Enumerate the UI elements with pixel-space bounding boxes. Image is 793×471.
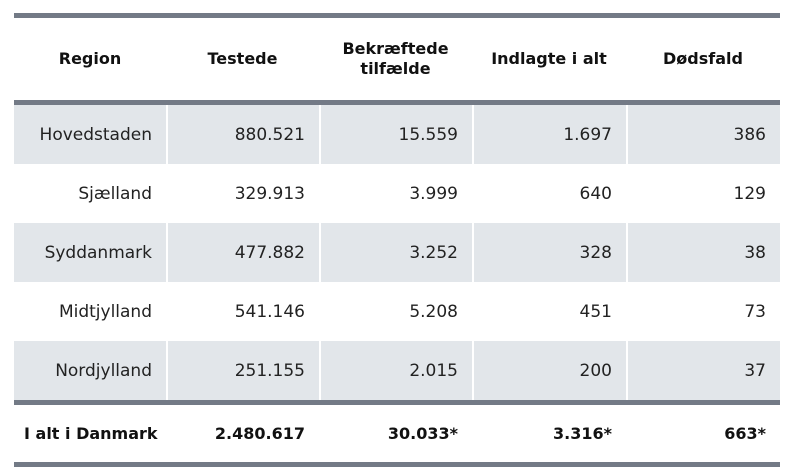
cell-tested: 329.913 <box>234 183 305 204</box>
cell-hospitalized: 200 <box>472 341 626 400</box>
cell-deaths: 386 <box>626 105 780 164</box>
header-confirmed-line2: tilfælde <box>360 59 431 78</box>
cell-confirmed: 5.208 <box>409 301 458 322</box>
cell-deaths: 73 <box>744 301 766 322</box>
cell-region: Midtjylland <box>58 301 152 322</box>
cell-confirmed: 2.015 <box>319 341 472 400</box>
total-deaths: 663* <box>724 424 766 443</box>
bottom-rule <box>14 462 780 467</box>
table-row: Nordjylland 251.155 2.015 200 37 <box>14 341 780 400</box>
cell-hospitalized: 328 <box>472 223 626 282</box>
table-row: Hovedstaden 880.521 15.559 1.697 386 <box>14 105 780 164</box>
cell-deaths: 129 <box>733 183 766 204</box>
header-deaths: Dødsfald <box>663 49 743 68</box>
total-row: I alt i Danmark 2.480.617 30.033* 3.316*… <box>14 405 780 462</box>
cell-hospitalized: 640 <box>579 183 612 204</box>
header-confirmed-line1: Bekræftede <box>342 39 449 58</box>
top-rule <box>14 13 780 18</box>
cell-tested: 477.882 <box>166 223 319 282</box>
header-rule <box>14 100 780 105</box>
header-confirmed-text: Bekræftede tilfælde <box>342 39 448 79</box>
table-row: Sjælland 329.913 3.999 640 129 <box>14 164 780 223</box>
cell-region: Syddanmark <box>44 242 152 263</box>
header-confirmed: Bekræftede tilfælde <box>319 18 472 100</box>
total-hospitalized: 3.316* <box>553 424 612 443</box>
cell-tested: 251.155 <box>166 341 319 400</box>
table-row: Midtjylland 541.146 5.208 451 73 <box>14 282 780 341</box>
cell-hospitalized: 1.697 <box>472 105 626 164</box>
cell-deaths: 38 <box>626 223 780 282</box>
cell-tested: 541.146 <box>234 301 305 322</box>
covid-region-table: Region Testede Bekræftede tilfælde Indla… <box>14 13 780 467</box>
header-tested: Testede <box>207 49 278 68</box>
total-tested: 2.480.617 <box>214 424 305 443</box>
cell-tested: 880.521 <box>166 105 319 164</box>
table-row: Syddanmark 477.882 3.252 328 38 <box>14 223 780 282</box>
cell-confirmed: 3.252 <box>319 223 472 282</box>
total-region: I alt i Danmark <box>24 424 158 443</box>
table-header: Region Testede Bekræftede tilfælde Indla… <box>14 18 780 100</box>
cell-deaths: 37 <box>626 341 780 400</box>
cell-region: Nordjylland <box>55 360 152 381</box>
header-hospitalized: Indlagte i alt <box>491 49 607 68</box>
cell-region: Hovedstaden <box>39 124 152 145</box>
total-rule <box>14 400 780 405</box>
cell-confirmed: 3.999 <box>409 183 458 204</box>
cell-confirmed: 15.559 <box>319 105 472 164</box>
cell-region: Sjælland <box>78 183 152 204</box>
total-confirmed: 30.033* <box>387 424 458 443</box>
cell-hospitalized: 451 <box>579 301 612 322</box>
header-region: Region <box>58 49 122 68</box>
